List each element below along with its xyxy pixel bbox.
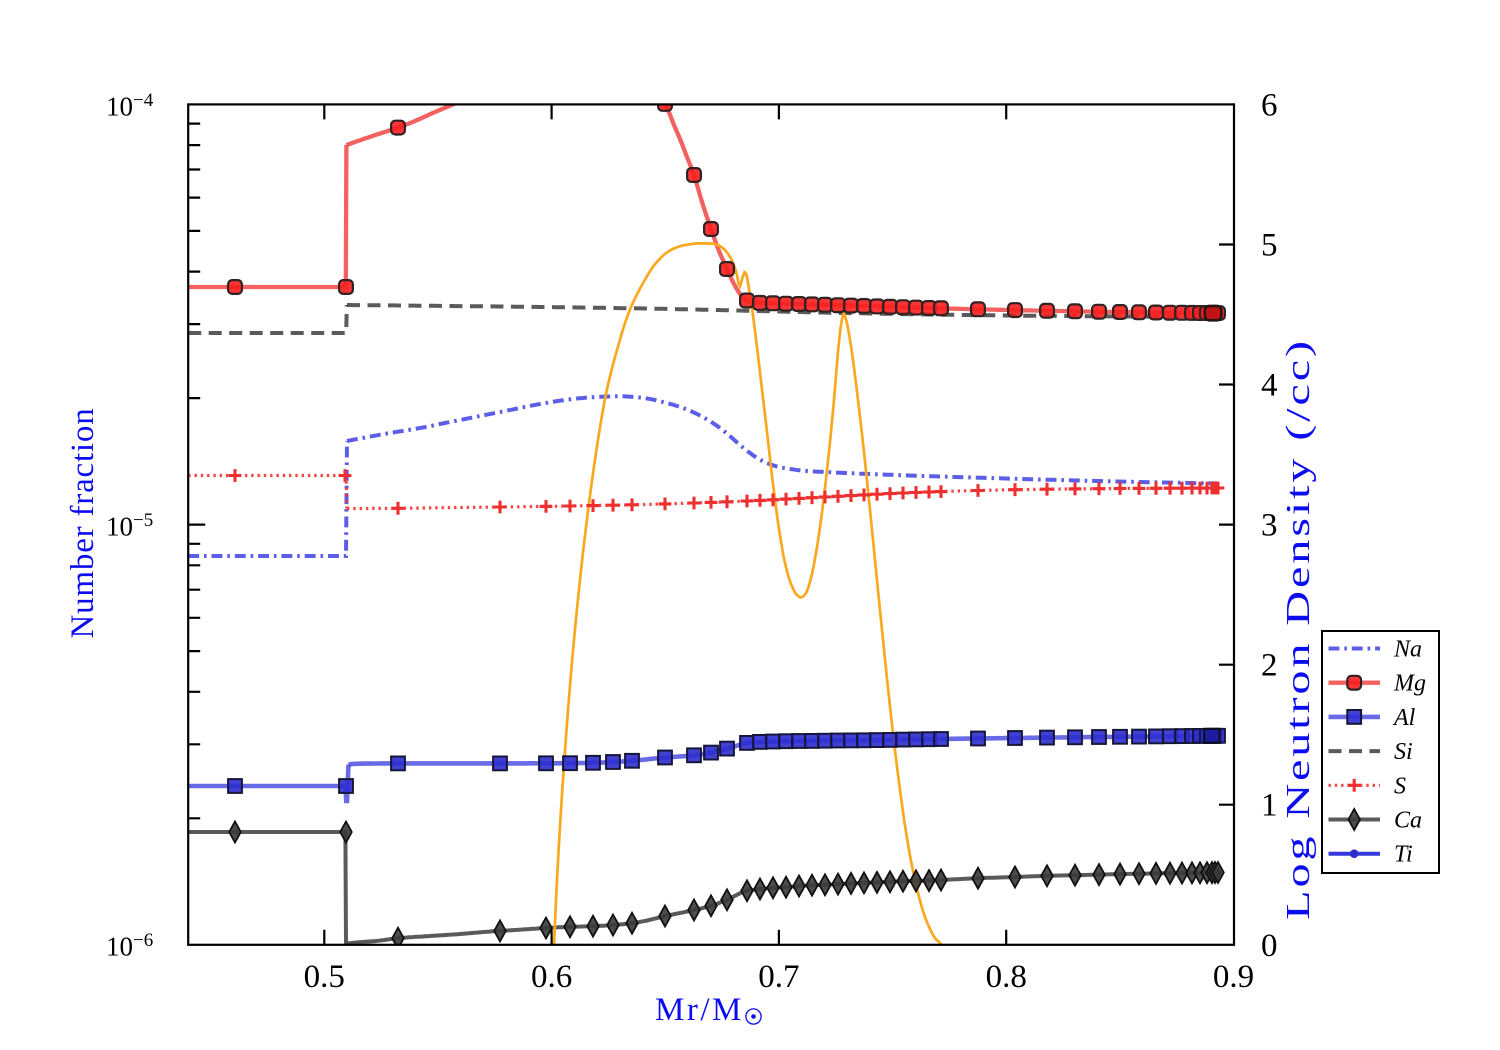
svg-text:10: 10	[106, 512, 133, 542]
svg-text:1: 1	[1261, 788, 1278, 824]
svg-text:0.9: 0.9	[1213, 959, 1254, 995]
svg-text:10: 10	[106, 91, 133, 121]
svg-text:Log Neutron Density (/cc): Log Neutron Density (/cc)	[1280, 338, 1317, 920]
svg-text:Na: Na	[1393, 637, 1422, 663]
svg-text:0.5: 0.5	[304, 959, 345, 995]
svg-text:−6: −6	[133, 930, 153, 951]
svg-text:Number fraction: Number fraction	[65, 408, 101, 639]
svg-text:6: 6	[1261, 87, 1278, 123]
svg-text:Al: Al	[1392, 705, 1416, 731]
svg-text:3: 3	[1261, 508, 1278, 544]
svg-text:0.8: 0.8	[986, 959, 1027, 995]
svg-text:0: 0	[1261, 928, 1278, 964]
svg-text:−5: −5	[133, 510, 153, 531]
svg-text:Mr/M: Mr/M	[655, 992, 744, 1028]
svg-text:0.6: 0.6	[531, 959, 572, 995]
svg-text:10: 10	[106, 932, 133, 962]
svg-text:Si: Si	[1394, 739, 1413, 765]
svg-text:Mg: Mg	[1393, 671, 1426, 697]
svg-text:Ti: Ti	[1394, 842, 1413, 868]
svg-text:4: 4	[1261, 368, 1278, 404]
svg-text:S: S	[1394, 773, 1406, 799]
svg-text:−4: −4	[133, 90, 154, 111]
svg-text:5: 5	[1261, 228, 1278, 264]
svg-text:2: 2	[1261, 648, 1278, 684]
svg-text:Ca: Ca	[1394, 808, 1422, 834]
svg-text:0.7: 0.7	[758, 959, 799, 995]
